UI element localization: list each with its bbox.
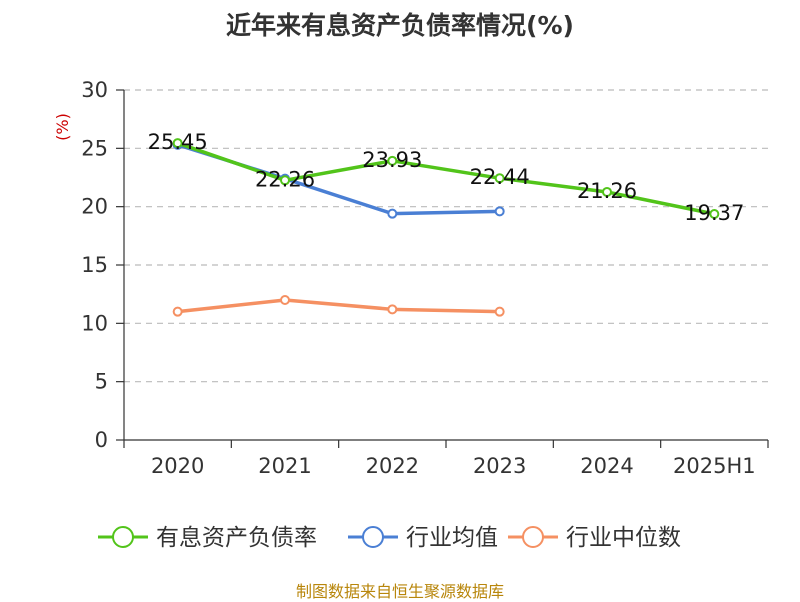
data-label: 25.45 [148, 130, 208, 154]
data-point [280, 295, 290, 305]
data-point [387, 155, 398, 166]
axes: 0 5 10 15 20 25 30 2020 2021 2022 2023 2024 2025H1 [81, 78, 769, 478]
data-point [494, 306, 505, 317]
y-tick-label: 25 [81, 136, 108, 160]
series-lines [172, 138, 720, 317]
series-line-0 [177, 141, 715, 216]
y-tick-label: 10 [81, 311, 108, 335]
legend-label: 有息资产负债率 [156, 525, 317, 551]
legend: 有息资产负债率 行业均值 行业中位数 [98, 525, 681, 551]
legend-marker [112, 526, 134, 548]
data-point [494, 173, 505, 184]
y-tick-label: 5 [95, 370, 108, 394]
x-tick-label: 2021 [258, 454, 311, 478]
data-point [602, 186, 612, 197]
x-tick-label: 2022 [366, 454, 419, 478]
series-line-1 [177, 143, 500, 216]
data-label: 21.26 [577, 179, 637, 203]
chart-title: 近年来有息资产负债率情况(%) [226, 11, 574, 40]
data-point [387, 304, 398, 315]
y-axis-unit-label: (%) [53, 113, 72, 141]
data-point [280, 175, 290, 186]
data-point [172, 138, 183, 149]
legend-label: 行业均值 [406, 525, 498, 551]
y-tick-label: 0 [95, 428, 108, 452]
legend-marker [362, 526, 384, 548]
data-point [172, 306, 183, 317]
data-label: 22.26 [255, 167, 315, 191]
x-tick-label: 2020 [151, 454, 204, 478]
legend-marker [522, 526, 544, 548]
data-label: 19.37 [684, 201, 744, 225]
x-tick-label: 2024 [580, 454, 633, 478]
x-tick-label: 2025H1 [673, 454, 756, 478]
data-label: 22.44 [470, 165, 530, 189]
y-tick-label: 30 [81, 78, 108, 102]
grid-lines [124, 89, 768, 383]
source-note: 制图数据来自恒生聚源数据库 [295, 582, 504, 601]
x-tick-label: 2023 [473, 454, 526, 478]
data-point [387, 208, 398, 219]
data-point [494, 206, 505, 217]
y-tick-label: 20 [81, 195, 108, 219]
data-point [709, 209, 720, 220]
series-line-2 [177, 298, 500, 314]
legend-label: 行业中位数 [566, 525, 681, 551]
y-tick-label: 15 [81, 253, 108, 277]
data-label: 23.93 [362, 148, 422, 172]
data-labels: 25.45 22.26 23.93 22.44 21.26 19.37 [148, 130, 745, 225]
